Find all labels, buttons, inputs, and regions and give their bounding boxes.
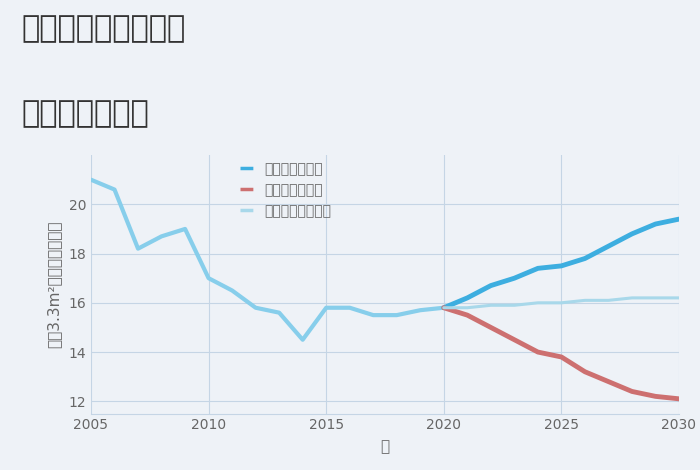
Legend: グッドシナリオ, バッドシナリオ, ノーマルシナリオ: グッドシナリオ, バッドシナリオ, ノーマルシナリオ <box>240 162 331 218</box>
Y-axis label: 坪（3.3m²）単価（万円）: 坪（3.3m²）単価（万円） <box>46 220 62 348</box>
X-axis label: 年: 年 <box>380 439 390 454</box>
Text: 三重県桑名市稗田の: 三重県桑名市稗田の <box>21 14 186 43</box>
Text: 土地の価格推移: 土地の価格推移 <box>21 99 148 128</box>
